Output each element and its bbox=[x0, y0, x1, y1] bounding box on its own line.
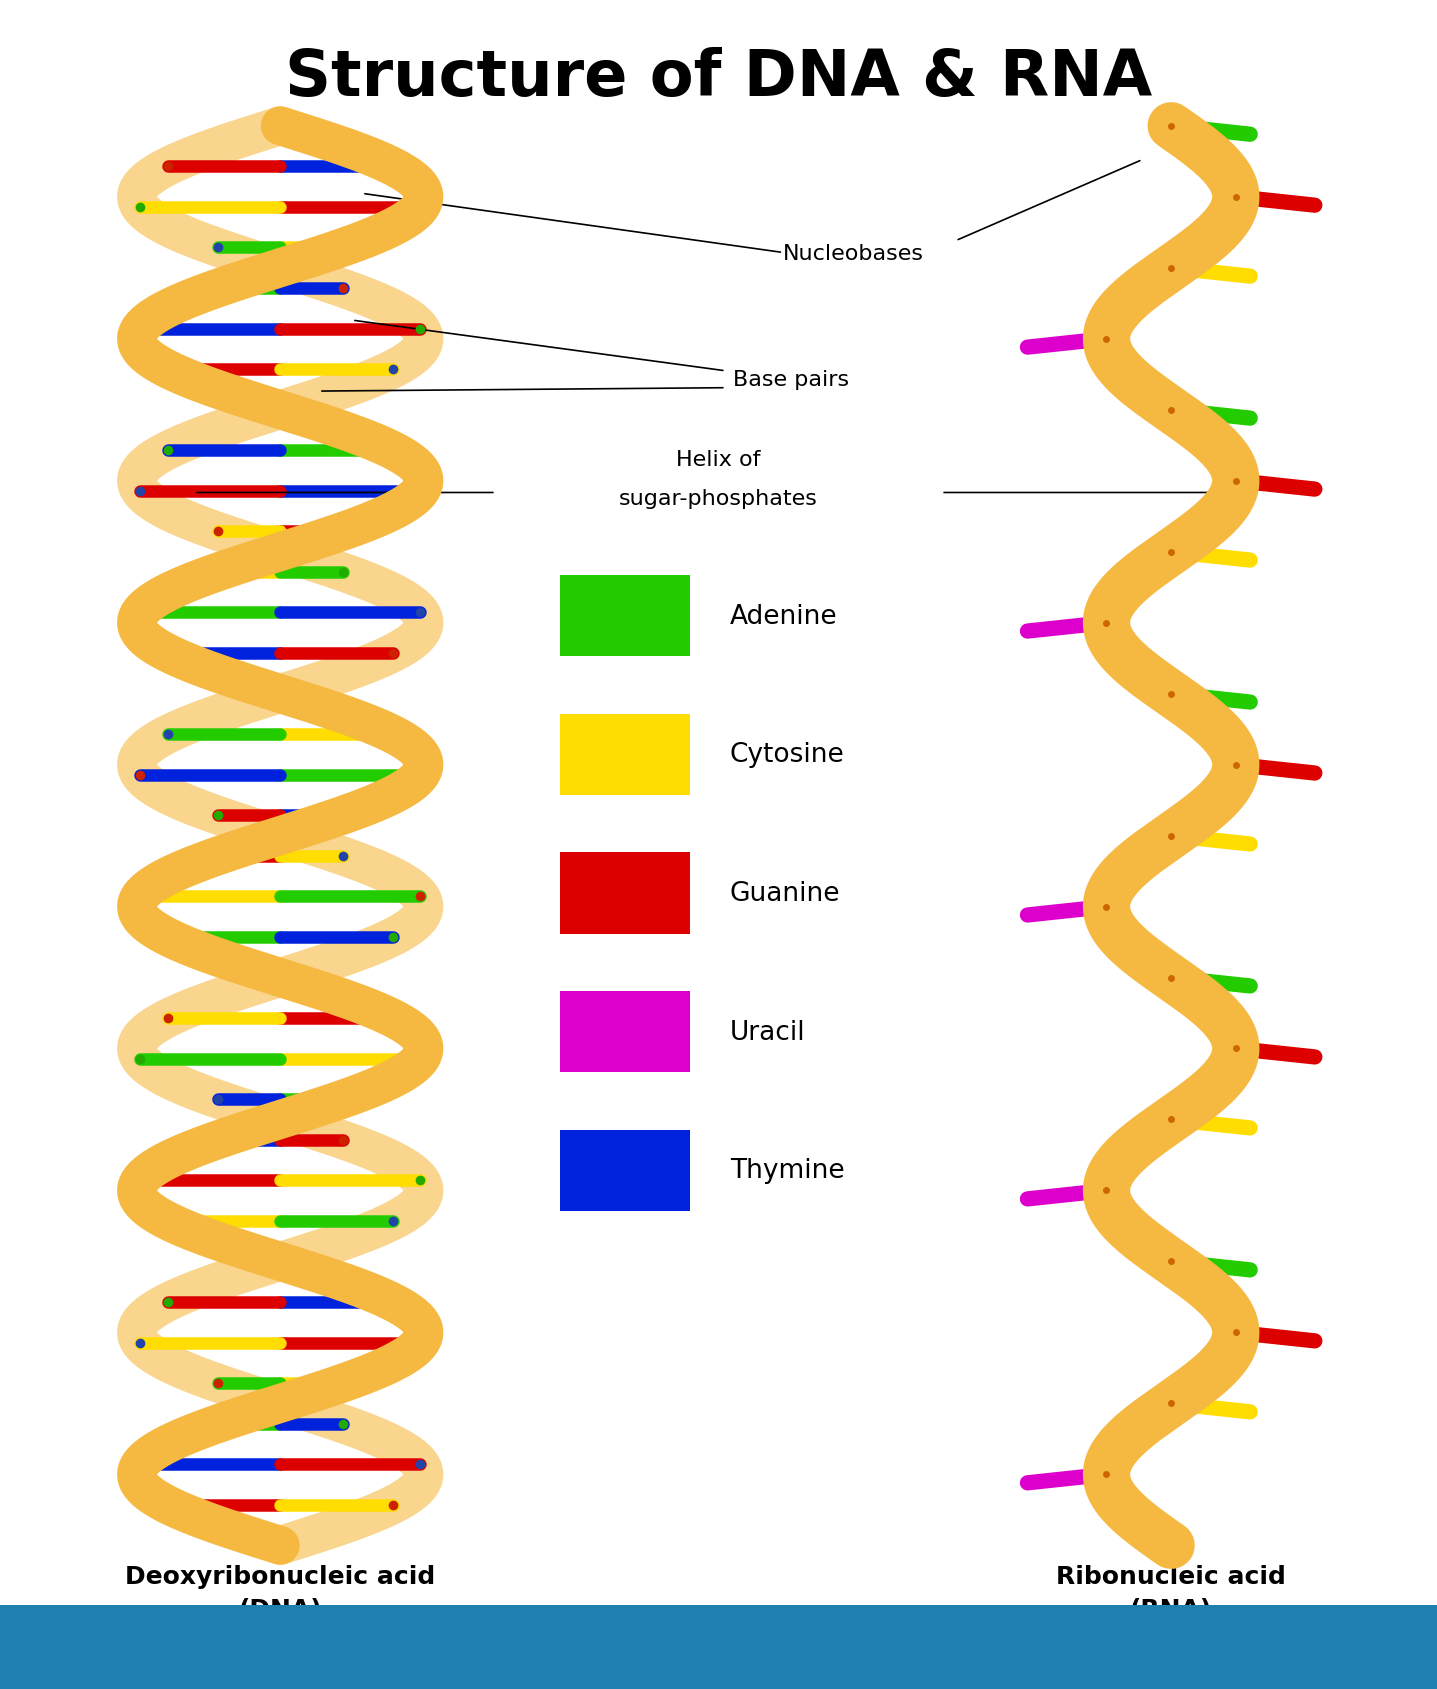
Text: Nucleobases: Nucleobases bbox=[783, 243, 924, 263]
Text: Helix of: Helix of bbox=[677, 449, 760, 470]
Bar bbox=[560, 1130, 690, 1211]
Text: Adenine: Adenine bbox=[730, 603, 838, 630]
Bar bbox=[560, 714, 690, 796]
Text: Uracil: Uracil bbox=[730, 1018, 806, 1045]
Text: ID 28618424 © Designua: ID 28618424 © Designua bbox=[1190, 1638, 1420, 1655]
Text: dreamstime.com: dreamstime.com bbox=[17, 1638, 170, 1655]
Text: Guanine: Guanine bbox=[730, 880, 841, 907]
Bar bbox=[0, 1605, 1437, 1689]
Bar bbox=[560, 853, 690, 934]
Text: Thymine: Thymine bbox=[730, 1157, 845, 1184]
Text: Ribonucleic acid: Ribonucleic acid bbox=[1056, 1564, 1286, 1588]
Bar bbox=[560, 991, 690, 1073]
Text: (RNA): (RNA) bbox=[1129, 1598, 1213, 1621]
Text: Cytosine: Cytosine bbox=[730, 741, 845, 768]
Text: Structure of DNA & RNA: Structure of DNA & RNA bbox=[285, 47, 1152, 110]
Bar bbox=[560, 576, 690, 657]
Text: Base pairs: Base pairs bbox=[733, 370, 849, 390]
Text: sugar-phosphates: sugar-phosphates bbox=[619, 488, 818, 508]
Text: Deoxyribonucleic acid: Deoxyribonucleic acid bbox=[125, 1564, 435, 1588]
Text: (DNA): (DNA) bbox=[239, 1598, 322, 1621]
